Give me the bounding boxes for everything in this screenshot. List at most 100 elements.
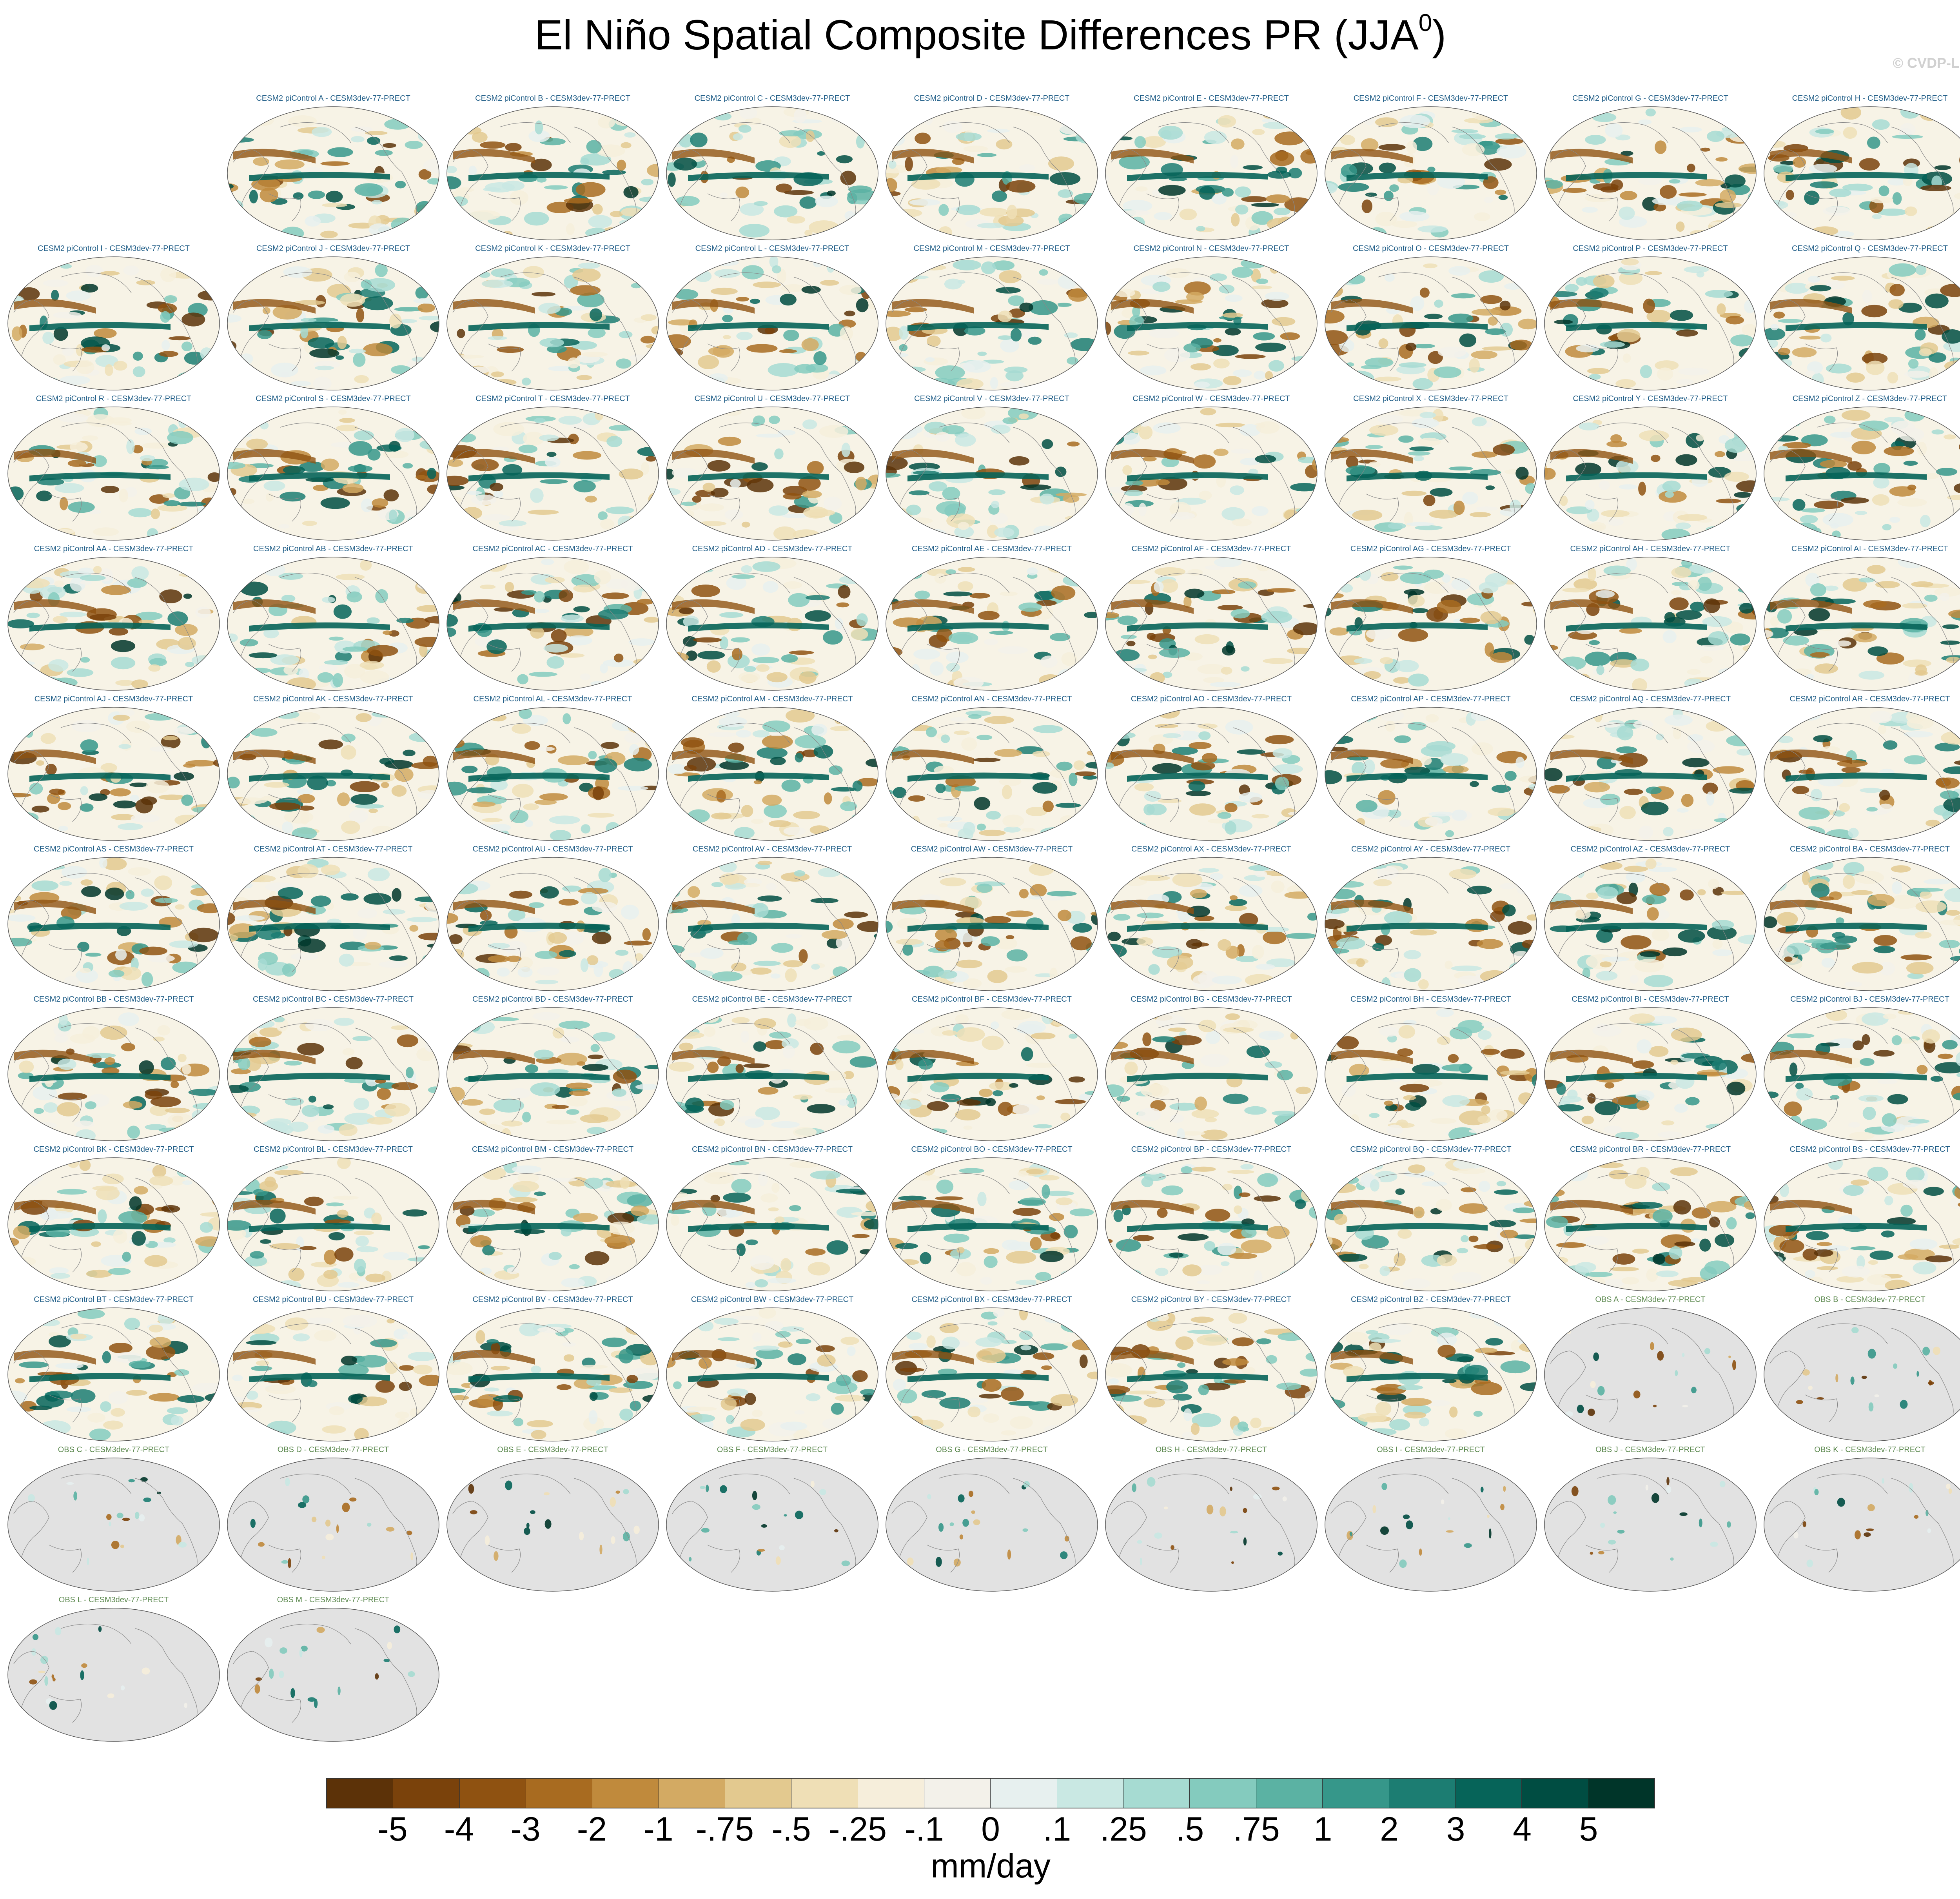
anomaly-blob — [206, 430, 220, 441]
coastline — [60, 1023, 132, 1044]
anomaly-blob — [447, 166, 457, 173]
anomaly-blob — [1597, 756, 1617, 770]
map-border — [666, 557, 878, 691]
anomaly-blob — [753, 201, 768, 206]
anomaly-blob — [1904, 370, 1929, 378]
coastline — [1232, 727, 1295, 830]
anomaly-blob — [447, 297, 451, 303]
anomaly-blob — [80, 575, 106, 581]
anomaly-blob — [457, 329, 465, 338]
anomaly-blob — [1424, 314, 1443, 319]
anomaly-blob — [517, 674, 528, 684]
panel-title: CESM2 piControl Z - CESM3dev-77-PRECT — [1792, 394, 1947, 403]
map-globe — [886, 857, 1098, 991]
anomaly-blob — [1408, 451, 1430, 456]
anomaly-blob — [1076, 125, 1085, 131]
anomaly-blob — [1657, 1131, 1682, 1138]
coastline — [1550, 1050, 1586, 1107]
anomaly-blob — [976, 883, 993, 893]
anomaly-blob — [1741, 1053, 1756, 1063]
anomaly-blob — [227, 314, 242, 323]
anomaly-blob — [539, 479, 568, 484]
anomaly-blob — [936, 166, 962, 174]
anomaly-blob — [538, 303, 561, 314]
anomaly-blob — [669, 1062, 695, 1072]
anomaly-blob — [448, 565, 469, 576]
anomaly-blob — [501, 180, 525, 191]
anomaly-blob — [576, 375, 592, 380]
map-panel: CESM2 piControl G - CESM3dev-77-PRECT — [1543, 94, 1758, 243]
anomaly-blob — [624, 132, 636, 138]
anomaly-blob — [793, 1127, 817, 1138]
anomaly-blob — [1646, 786, 1662, 794]
anomaly-blob — [833, 111, 862, 120]
anomaly-blob — [388, 259, 397, 265]
anomaly-blob — [740, 1031, 750, 1043]
map-globe — [886, 707, 1098, 841]
anomaly-blob — [1764, 561, 1791, 574]
anomaly-blob — [1423, 494, 1436, 507]
anomaly-blob — [258, 958, 267, 971]
anomaly-blob — [1254, 870, 1267, 877]
anomaly-blob — [1737, 270, 1753, 281]
anomaly-blob — [299, 668, 309, 680]
anomaly-blob — [1513, 710, 1522, 721]
anomaly-blob — [1559, 496, 1568, 506]
anomaly-blob — [49, 788, 65, 795]
anomaly-blob — [1143, 456, 1157, 461]
map-globe — [1544, 106, 1757, 240]
anomaly-blob — [131, 566, 149, 580]
anomaly-blob — [1222, 645, 1236, 656]
anomaly-blob — [8, 410, 17, 414]
anomaly-blob — [1574, 910, 1591, 920]
anomaly-blob — [1782, 264, 1806, 275]
anomaly-blob — [1448, 266, 1470, 276]
anomaly-blob — [113, 800, 136, 809]
anomaly-blob — [1764, 979, 1769, 985]
anomaly-blob — [592, 932, 612, 944]
coastline — [672, 600, 708, 656]
coastline — [268, 494, 301, 522]
anomaly-blob — [29, 830, 57, 838]
anomaly-blob — [1796, 1087, 1813, 1101]
map-globe — [1764, 1007, 1960, 1141]
anomaly-blob — [666, 559, 674, 571]
anomaly-blob — [566, 1109, 579, 1115]
anomaly-blob — [270, 654, 299, 666]
anomaly-blob — [1863, 600, 1887, 608]
anomaly-blob — [173, 772, 194, 781]
anomaly-blob — [1878, 185, 1889, 196]
anomaly-blob — [93, 1062, 122, 1069]
coastline — [60, 272, 132, 293]
anomaly-blob — [586, 1127, 606, 1135]
anomaly-blob — [559, 589, 573, 602]
coastline — [1146, 193, 1180, 221]
anomaly-blob — [1866, 807, 1878, 812]
anomaly-blob — [1739, 603, 1754, 614]
anomaly-blob — [637, 599, 654, 605]
anomaly-blob — [1290, 483, 1317, 492]
anomaly-blob — [70, 577, 86, 592]
anomaly-blob — [738, 672, 760, 683]
anomaly-blob — [403, 679, 419, 685]
anomaly-blob — [1297, 824, 1317, 833]
anomaly-blob — [588, 751, 597, 759]
anomaly-blob — [471, 459, 499, 471]
map-panel: CESM2 piControl A - CESM3dev-77-PRECT — [225, 94, 441, 243]
panel-title: CESM2 piControl Y - CESM3dev-77-PRECT — [1573, 394, 1728, 403]
anomaly-blob — [1726, 1082, 1746, 1096]
anomaly-blob — [1346, 456, 1359, 469]
coastline — [1146, 494, 1180, 522]
anomaly-blob — [752, 561, 780, 572]
equatorial-band — [29, 622, 171, 632]
anomaly-blob — [771, 943, 793, 953]
anomaly-blob — [249, 190, 258, 203]
anomaly-blob — [1065, 515, 1096, 521]
anomaly-blob — [1684, 266, 1709, 273]
anomaly-blob — [1087, 271, 1098, 283]
anomaly-blob — [367, 617, 380, 625]
anomaly-blob — [1559, 1132, 1577, 1137]
anomaly-blob — [59, 881, 73, 886]
anomaly-blob — [580, 958, 588, 972]
anomaly-blob — [825, 1087, 852, 1093]
